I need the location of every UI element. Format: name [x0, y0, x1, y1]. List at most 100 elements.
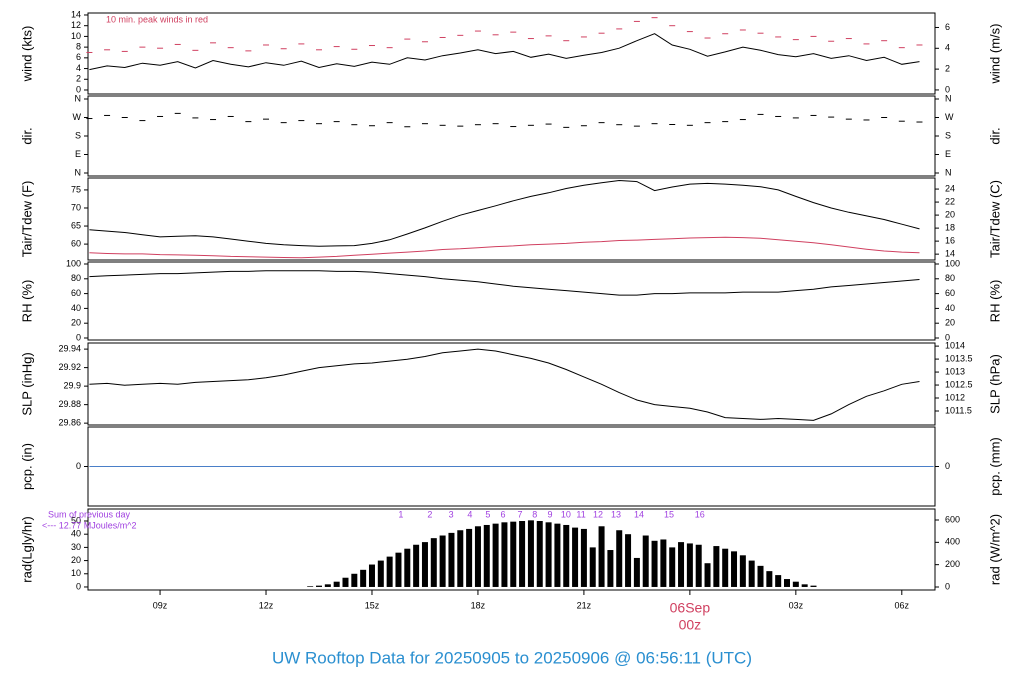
bar [784, 579, 791, 587]
data-line [89, 348, 920, 421]
hour-mark: 7 [517, 509, 522, 519]
bar [633, 557, 640, 587]
y2-tick-label: 6 [945, 22, 950, 32]
y-axis-label: SLP (inHg) [19, 352, 34, 415]
y-axis-label: Tair/Tdew (F) [19, 181, 34, 258]
y2-tick-label: 200 [945, 559, 960, 569]
y-tick-label: 20 [71, 318, 81, 328]
y-tick-label: 75 [71, 184, 81, 194]
bar [386, 556, 393, 587]
y2-tick-label: 400 [945, 537, 960, 547]
bar [430, 538, 437, 587]
y-tick-label: 10 [71, 568, 81, 578]
y-tick-label: 4 [76, 63, 81, 73]
hour-mark: 8 [532, 509, 537, 519]
y2-axis-label: dir. [987, 127, 1002, 144]
bar [448, 532, 455, 587]
hour-mark: 5 [485, 509, 490, 519]
bar [474, 526, 481, 587]
bar [572, 527, 579, 587]
bar [563, 524, 570, 587]
hour-mark: 14 [634, 509, 644, 519]
y-tick-label: 29.88 [58, 399, 81, 409]
y-tick-label: 29.86 [58, 418, 81, 428]
data-line [89, 236, 920, 259]
y-tick-label: E [75, 149, 81, 159]
y-tick-label: 20 [71, 555, 81, 565]
y-tick-label: S [75, 130, 81, 140]
y2-tick-label: 18 [945, 222, 955, 232]
bar [404, 548, 411, 587]
bar [395, 552, 402, 587]
hour-mark: 13 [611, 509, 621, 519]
bar [519, 521, 526, 587]
x-tick-label: 09z [153, 600, 168, 610]
bar [695, 544, 702, 587]
bar [713, 546, 720, 587]
hour-mark: 12 [593, 509, 603, 519]
panel-frame [87, 261, 936, 341]
annotation: <--- 12.77 MJoules/m^2 [42, 520, 137, 530]
page-title: UW Rooftop Data for 20250905 to 20250906… [272, 648, 752, 667]
y2-tick-label: 0 [945, 581, 950, 591]
bar [510, 521, 517, 587]
y-tick-label: 60 [71, 238, 81, 248]
panel-frame [87, 342, 936, 426]
bar [660, 539, 667, 587]
x-tick-label: 18z [471, 600, 486, 610]
bar [616, 530, 623, 587]
bar [536, 521, 543, 587]
bar [413, 544, 420, 587]
y2-tick-label: 80 [945, 273, 955, 283]
y2-tick-label: 1012 [945, 392, 965, 402]
bar [421, 542, 428, 587]
bar [333, 581, 340, 587]
y2-axis-label: wind (m/s) [987, 24, 1002, 85]
y2-tick-label: 4 [945, 43, 950, 53]
bar [748, 560, 755, 587]
y2-tick-label: 2 [945, 63, 950, 73]
bar [457, 530, 464, 587]
y2-tick-label: 1012.5 [945, 379, 973, 389]
bar [704, 563, 711, 587]
bar [501, 522, 508, 587]
hour-mark: 4 [467, 509, 472, 519]
y2-tick-label: 40 [945, 303, 955, 313]
hour-mark: 11 [576, 509, 585, 519]
y-axis-label: wind (kts) [19, 26, 34, 83]
y-tick-label: 50 [71, 515, 81, 525]
y-tick-label: N [75, 93, 82, 103]
bar [324, 584, 331, 587]
bar [757, 565, 764, 587]
y2-tick-label: 0 [945, 461, 950, 471]
bar [483, 524, 490, 587]
y-tick-label: 70 [71, 202, 81, 212]
x-tick-label: 15z [365, 600, 380, 610]
y2-tick-label: W [945, 112, 954, 122]
bar [792, 581, 799, 587]
y-tick-label: 65 [71, 220, 81, 230]
bar [810, 585, 817, 587]
y2-tick-label: 600 [945, 514, 960, 524]
bar [307, 586, 314, 587]
y2-tick-label: N [945, 93, 952, 103]
y-axis-label: pcp. (in) [19, 443, 34, 490]
bar [527, 520, 534, 587]
y-tick-label: 0 [76, 581, 81, 591]
data-line [89, 179, 920, 247]
y2-tick-label: 1011.5 [945, 405, 972, 415]
bar [368, 564, 375, 587]
y-axis-label: dir. [19, 127, 34, 144]
y2-axis-label: pcp. (mm) [987, 437, 1002, 496]
y-tick-label: W [73, 112, 82, 122]
bar [678, 542, 685, 587]
hour-mark: 1 [398, 509, 403, 519]
y2-tick-label: 16 [945, 236, 955, 246]
y2-tick-label: 22 [945, 196, 955, 206]
y2-tick-label: 1013 [945, 366, 965, 376]
bar [766, 571, 773, 587]
bar [722, 548, 729, 587]
bar [439, 535, 446, 587]
y2-tick-label: 0 [945, 332, 950, 342]
